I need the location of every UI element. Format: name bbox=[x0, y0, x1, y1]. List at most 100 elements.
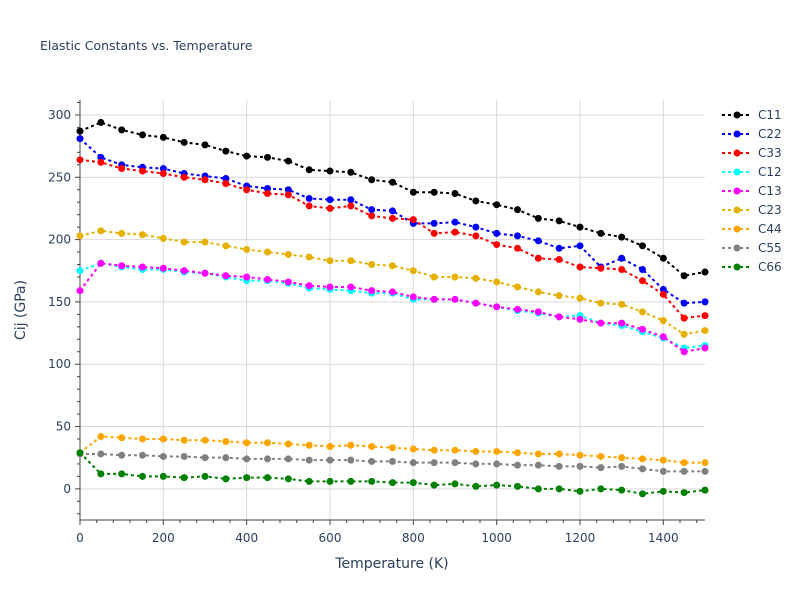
data-point bbox=[118, 229, 126, 237]
data-point bbox=[618, 300, 626, 308]
data-point bbox=[514, 461, 521, 469]
data-point bbox=[472, 274, 480, 282]
data-point bbox=[576, 242, 584, 250]
data-point bbox=[159, 264, 167, 272]
series-c12 bbox=[76, 259, 709, 352]
data-point bbox=[430, 273, 438, 281]
data-point bbox=[409, 479, 417, 487]
y-tick-label: 200 bbox=[48, 233, 71, 247]
legend-item-c55[interactable]: C55 bbox=[722, 241, 782, 255]
data-point bbox=[430, 446, 438, 454]
legend-item-c44[interactable]: C44 bbox=[722, 222, 782, 236]
data-point bbox=[597, 319, 605, 327]
data-point bbox=[159, 234, 167, 242]
legend-item-c13[interactable]: C13 bbox=[722, 184, 782, 198]
data-point bbox=[222, 242, 230, 250]
data-point bbox=[368, 457, 376, 465]
data-point bbox=[180, 238, 188, 246]
legend-marker bbox=[733, 263, 741, 271]
data-point bbox=[680, 459, 688, 467]
data-point bbox=[347, 202, 355, 210]
data-point bbox=[118, 434, 126, 442]
data-point bbox=[201, 269, 209, 277]
data-point bbox=[139, 472, 146, 480]
data-point bbox=[76, 232, 84, 240]
data-point bbox=[118, 470, 126, 478]
data-point bbox=[264, 153, 271, 161]
data-point bbox=[159, 133, 167, 141]
data-point bbox=[389, 214, 396, 222]
legend-item-c33[interactable]: C33 bbox=[722, 146, 782, 160]
data-point bbox=[305, 166, 313, 174]
data-point bbox=[493, 229, 501, 237]
data-point bbox=[493, 447, 501, 455]
legend[interactable]: C11 C22 C33 C12 C13 C23 C44 C55 C66 bbox=[722, 108, 782, 274]
data-point bbox=[368, 442, 376, 450]
data-point bbox=[97, 227, 105, 235]
legend-item-c22[interactable]: C22 bbox=[722, 127, 782, 141]
data-point bbox=[326, 456, 334, 464]
data-point bbox=[409, 459, 417, 467]
x-tick-label: 0 bbox=[76, 531, 84, 545]
data-point bbox=[326, 442, 334, 450]
data-point bbox=[430, 459, 438, 467]
data-point bbox=[576, 462, 584, 470]
data-point bbox=[639, 325, 646, 333]
data-point bbox=[326, 257, 334, 265]
data-point bbox=[243, 439, 251, 447]
data-point bbox=[222, 180, 230, 188]
data-point bbox=[368, 477, 376, 485]
data-point bbox=[618, 454, 626, 462]
data-point bbox=[639, 490, 646, 498]
data-point bbox=[305, 477, 313, 485]
y-tick-label: 100 bbox=[48, 357, 71, 371]
data-point bbox=[243, 455, 251, 463]
data-point bbox=[555, 244, 563, 252]
data-point bbox=[118, 165, 126, 173]
data-point bbox=[180, 474, 188, 482]
legend-item-c12[interactable]: C12 bbox=[722, 165, 782, 179]
data-point bbox=[139, 263, 146, 271]
data-point bbox=[243, 186, 251, 194]
data-point bbox=[284, 186, 292, 194]
data-point bbox=[430, 229, 438, 237]
data-point bbox=[493, 481, 501, 489]
series-line bbox=[79, 121, 706, 277]
data-point bbox=[493, 460, 501, 468]
data-point bbox=[680, 489, 688, 497]
data-point bbox=[472, 299, 480, 307]
data-point bbox=[139, 167, 146, 175]
data-point bbox=[409, 188, 417, 196]
data-point bbox=[201, 141, 209, 149]
data-point bbox=[639, 242, 646, 250]
axes: 0 200 400 600 800 1000 1200 1400 0 50 100 150 200 250… bbox=[48, 100, 705, 545]
data-point bbox=[430, 295, 438, 303]
data-point bbox=[701, 312, 709, 320]
legend-item-c11[interactable]: C11 bbox=[722, 108, 782, 122]
data-point bbox=[389, 207, 396, 215]
data-point bbox=[514, 244, 521, 252]
legend-item-c23[interactable]: C23 bbox=[722, 203, 782, 217]
data-point bbox=[555, 485, 563, 493]
data-point bbox=[555, 462, 563, 470]
data-point bbox=[180, 173, 188, 181]
data-point bbox=[222, 272, 230, 280]
legend-item-c66[interactable]: C66 bbox=[722, 260, 782, 274]
data-point bbox=[76, 135, 84, 143]
series-c66 bbox=[76, 449, 709, 498]
data-point bbox=[472, 482, 480, 490]
legend-marker bbox=[733, 130, 741, 138]
series-c44 bbox=[76, 432, 709, 467]
data-point bbox=[222, 454, 230, 462]
data-point bbox=[264, 439, 271, 447]
data-point bbox=[159, 170, 167, 178]
series-line bbox=[79, 262, 706, 350]
data-point bbox=[618, 319, 626, 327]
series-c23 bbox=[76, 227, 709, 338]
data-point bbox=[347, 168, 355, 176]
data-point bbox=[368, 206, 376, 214]
data-point bbox=[97, 432, 105, 440]
grid bbox=[79, 100, 705, 520]
data-point bbox=[409, 267, 417, 275]
